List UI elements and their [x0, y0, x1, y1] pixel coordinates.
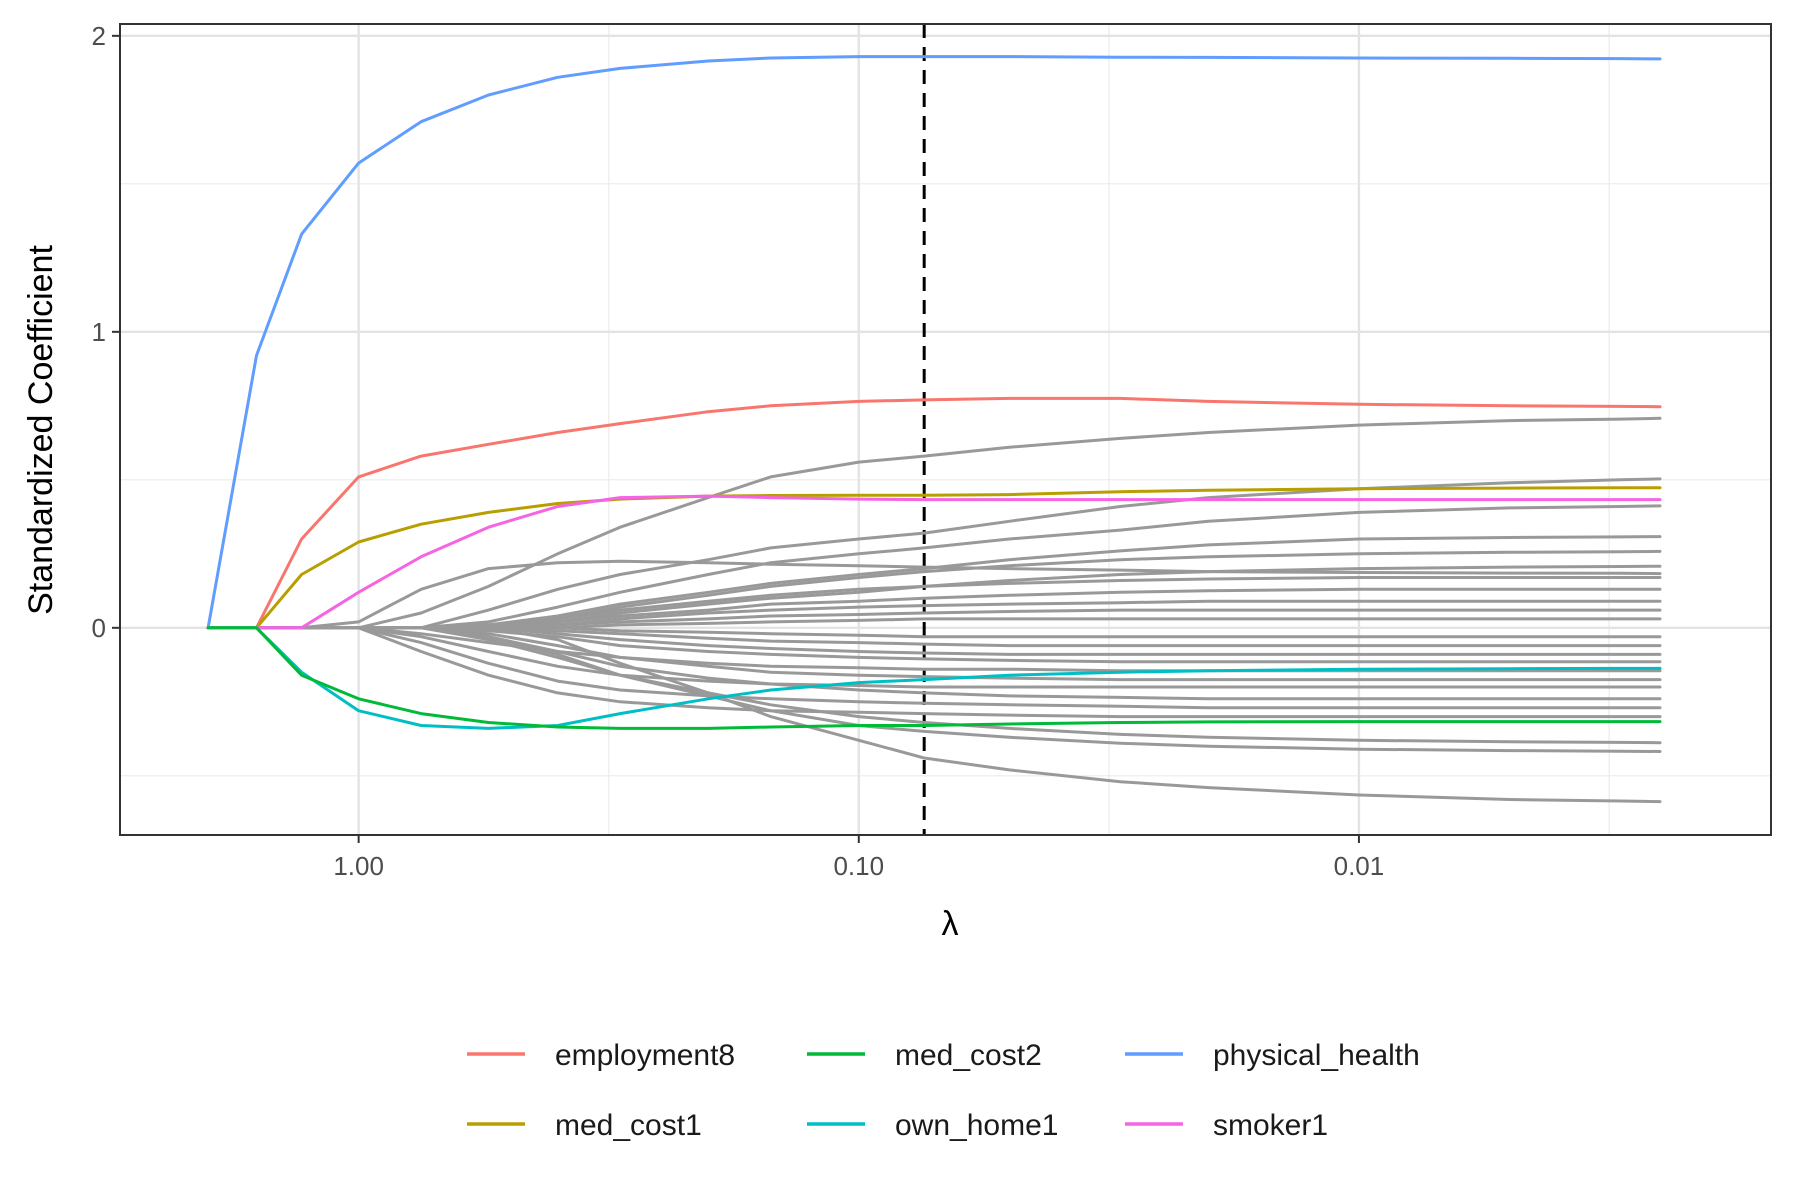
x-axis-title: λ — [942, 905, 959, 943]
x-tick-label: 0.01 — [1334, 851, 1385, 881]
series-line-smoker1 — [206, 494, 1662, 630]
legend-item-med-cost2: med_cost2 — [807, 1039, 1042, 1072]
y-tick-label: 2 — [92, 21, 106, 51]
series-line-physical-health — [206, 55, 1662, 630]
legend-item-smoker1: smoker1 — [1125, 1109, 1328, 1142]
highlighted-series — [206, 55, 1662, 730]
series-line-own-home1 — [206, 626, 1662, 730]
plot-panel-border — [119, 23, 1772, 836]
legend-label: own_home1 — [895, 1109, 1058, 1142]
series-line-med-cost1 — [206, 486, 1662, 630]
y-tick-label: 1 — [92, 317, 106, 347]
y-axis-title: Standardized Coefficient — [22, 245, 60, 615]
series-line-employment8 — [206, 396, 1662, 630]
legend-label: med_cost2 — [895, 1039, 1042, 1072]
legend-item-own-home1: own_home1 — [807, 1109, 1058, 1142]
series-line-med-cost2 — [206, 626, 1662, 730]
legend-item-physical-health: physical_health — [1125, 1039, 1420, 1072]
legend-label: physical_health — [1213, 1039, 1420, 1072]
legend-label: smoker1 — [1213, 1109, 1328, 1142]
x-tick-label: 1.00 — [333, 851, 384, 881]
legend-label: employment8 — [555, 1039, 735, 1072]
axis-ticks: 1.00 0.10 0.01 0 1 2 — [92, 21, 1385, 881]
legend: employment8 med_cost2 physical_health med_c… — [467, 1039, 1420, 1142]
legend-item-employment8: employment8 — [467, 1039, 735, 1072]
x-tick-label: 0.10 — [833, 851, 884, 881]
legend-label: med_cost1 — [555, 1109, 702, 1142]
unhighlighted-series — [206, 416, 1662, 804]
y-tick-label: 0 — [92, 613, 106, 643]
series-line-unhighlighted-30 — [206, 626, 1662, 804]
legend-item-med-cost1: med_cost1 — [467, 1109, 702, 1142]
